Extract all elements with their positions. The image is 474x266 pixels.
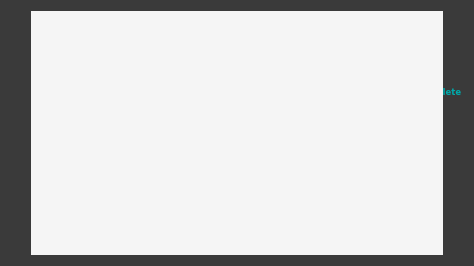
Text: Complete your chemistry knowledge: Complete your chemistry knowledge [346, 102, 421, 106]
Text: C: C [91, 139, 99, 149]
Text: OH: OH [104, 139, 118, 148]
Text: ··: ·· [219, 140, 222, 145]
Text: O: O [219, 136, 227, 145]
Text: −: − [213, 151, 219, 157]
Text: ··: ·· [219, 135, 222, 140]
Text: What additional factors can influence acidity?: What additional factors can influence ac… [43, 227, 267, 237]
Text: $CH_3$: $CH_3$ [63, 138, 82, 150]
FancyArrowPatch shape [118, 137, 130, 140]
Text: Carboxylic Acids:: Carboxylic Acids: [155, 17, 269, 30]
Text: ··: ·· [205, 149, 209, 155]
Text: ··: ·· [90, 124, 93, 129]
Text: O: O [219, 167, 227, 176]
Text: $CH_3$: $CH_3$ [180, 165, 199, 177]
Text: Chem: Chem [353, 88, 382, 97]
Text: O: O [91, 126, 98, 135]
Text: B: B [135, 139, 142, 149]
Text: ··: ·· [219, 171, 222, 176]
Text: C: C [206, 135, 213, 145]
Text: O: O [206, 151, 213, 160]
Text: Resonance: Resonance [281, 127, 350, 139]
Text: −: − [226, 136, 232, 142]
Text: ··: ·· [205, 123, 209, 128]
Text: C: C [206, 166, 213, 176]
Text: O: O [206, 124, 213, 134]
Text: Complete: Complete [416, 88, 462, 97]
Text: ··: ·· [114, 139, 118, 144]
Text: Properties of Carboxylic Acids: Properties of Carboxylic Acids [113, 36, 311, 49]
Text: ··: ·· [205, 154, 209, 159]
Text: What makes carboxylic acids acidic?: What makes carboxylic acids acidic? [43, 110, 222, 120]
Polygon shape [367, 43, 388, 61]
Text: $CH_3$: $CH_3$ [180, 134, 199, 147]
